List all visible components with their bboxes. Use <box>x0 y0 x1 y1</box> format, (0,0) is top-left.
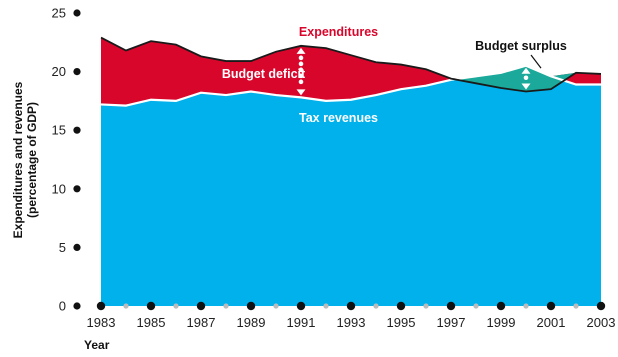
x-tick-label: 1999 <box>487 315 516 330</box>
x-tick-marker <box>296 301 306 311</box>
x-tick-label: 1991 <box>287 315 316 330</box>
y-tick-marker <box>73 243 81 251</box>
x-tick-marker <box>123 303 129 309</box>
x-tick-marker <box>373 303 379 309</box>
y-tick-label: 10 <box>52 181 66 196</box>
y-tick-marker <box>73 9 81 17</box>
x-tick-label: 1997 <box>437 315 466 330</box>
x-tick-label: 2003 <box>587 315 616 330</box>
x-tick-marker <box>446 301 456 311</box>
tax-revenue-area <box>101 65 601 307</box>
tax-revenue-line <box>100 64 601 107</box>
x-tick-label: 1985 <box>137 315 166 330</box>
x-tick-label: 2001 <box>537 315 566 330</box>
x-tick-marker <box>473 303 479 309</box>
x-tick-marker <box>96 301 106 311</box>
x-tick-label: 1995 <box>387 315 416 330</box>
y-axis-title-line-1: Expenditures and revenues <box>11 81 25 238</box>
x-tick-marker <box>223 303 229 309</box>
x-axis-title: Year <box>84 338 110 352</box>
x-tick-marker <box>196 301 206 311</box>
tax-revenues-label: Tax revenues <box>299 111 378 125</box>
x-tick-marker <box>346 301 356 311</box>
y-axis: 0 5 10 15 20 25 <box>52 6 81 314</box>
expenditures-label: Expenditures <box>299 25 378 39</box>
x-tick-marker <box>396 301 406 311</box>
x-tick-label: 1987 <box>187 315 216 330</box>
x-tick-marker <box>523 303 529 309</box>
expenditures-line <box>100 36 602 93</box>
x-tick-label: 1993 <box>337 315 366 330</box>
y-tick-label: 25 <box>52 6 66 21</box>
y-tick-marker <box>73 302 81 310</box>
y-tick-label: 5 <box>59 240 66 255</box>
x-tick-label: 1983 <box>87 315 116 330</box>
surplus-leader-line <box>530 54 542 69</box>
x-tick-marker <box>573 303 579 309</box>
chart-lines <box>100 36 602 107</box>
x-tick-marker <box>146 301 156 311</box>
x-tick-marker <box>173 303 179 309</box>
y-tick-label: 0 <box>59 299 66 314</box>
y-tick-marker <box>73 126 81 134</box>
y-axis-title-line-2: (percentage of GDP) <box>25 102 39 218</box>
y-tick-label: 20 <box>52 64 66 79</box>
x-tick-marker <box>546 301 556 311</box>
y-tick-label: 15 <box>52 123 66 138</box>
chart-annotations: Expenditures Budget deficit Budget surplus… <box>222 25 567 125</box>
chart-areas <box>101 37 601 307</box>
x-tick-marker <box>496 301 506 311</box>
budget-surplus-area <box>101 37 601 92</box>
x-tick-label: 1989 <box>237 315 266 330</box>
budget-surplus-label: Budget surplus <box>475 39 567 53</box>
y-tick-marker <box>73 68 81 76</box>
x-tick-marker <box>273 303 279 309</box>
deficit-double-arrow <box>296 47 306 96</box>
x-tick-marker <box>246 301 256 311</box>
x-tick-marker <box>596 301 606 311</box>
y-tick-marker <box>73 185 81 193</box>
x-tick-marker <box>423 303 429 309</box>
budget-deficit-label: Budget deficit <box>222 67 306 81</box>
x-axis: 1983 1985 1987 1989 1991 1993 1995 1997 1999 2001… <box>87 301 616 330</box>
surplus-double-arrow <box>521 67 531 90</box>
budget-deficit-area <box>101 37 601 106</box>
x-tick-marker <box>323 303 329 309</box>
